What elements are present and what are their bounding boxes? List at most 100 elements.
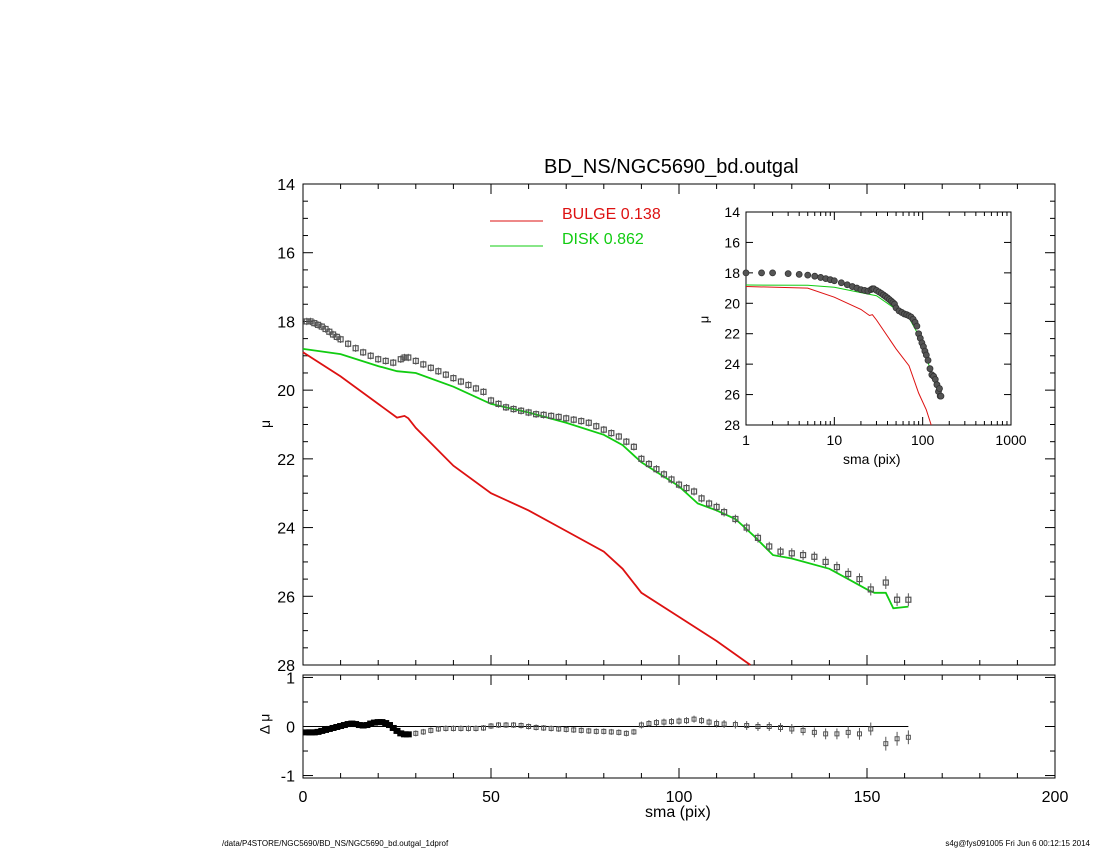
main-data-point (360, 349, 367, 356)
main-y-tick-label: 22 (277, 452, 295, 469)
inset-x-tick-label: 1 (742, 432, 750, 448)
main-data-point (653, 466, 660, 473)
main-data-point (882, 579, 889, 586)
main-data-point (645, 460, 653, 468)
inset-series-line-bulge (745, 286, 932, 426)
main-data-point (311, 320, 318, 327)
legend-disk-label: DISK 0.862 (562, 231, 644, 248)
main-data-point (867, 586, 874, 593)
inset-data-point (795, 270, 803, 278)
main-data-point (548, 412, 555, 420)
residual-point (608, 729, 614, 735)
residual-point (413, 730, 419, 736)
inset-plot-frame (745, 211, 1012, 426)
main-data-point (390, 359, 397, 366)
inset-y-tick-label: 22 (724, 326, 740, 342)
residual-point (571, 727, 577, 733)
residual-point (856, 731, 862, 737)
main-data-point (668, 476, 675, 483)
main-data-point (472, 385, 480, 392)
main-series-line-disk (302, 348, 909, 610)
residual-point (601, 728, 607, 734)
residual-point (503, 722, 509, 728)
residual-point (789, 726, 795, 732)
residual-x-tick-label: 0 (299, 789, 308, 806)
residual-point (533, 724, 539, 730)
residual-x-tick-label: 150 (854, 789, 881, 806)
inset-x-axis-label: sma (pix) (843, 451, 901, 467)
residual-y-tick-label: -1 (281, 769, 295, 786)
inset-data-point (936, 385, 943, 392)
residual-point (755, 724, 761, 729)
residual-point (638, 722, 644, 728)
residual-point (744, 723, 750, 729)
main-data-point (397, 356, 404, 363)
residual-point (684, 718, 690, 724)
main-data-point (788, 550, 795, 557)
residual-point (721, 721, 727, 727)
residual-point (420, 729, 426, 735)
residual-point (488, 723, 494, 729)
main-data-point (638, 455, 645, 462)
residual-point (465, 725, 471, 731)
residual-point (894, 736, 900, 742)
main-data-point (578, 417, 585, 425)
main-data-point (608, 429, 615, 437)
legend-bulge-label: BULGE 0.138 (562, 206, 661, 223)
residual-point (518, 723, 524, 729)
main-data-point (811, 553, 818, 560)
main-data-point (465, 381, 472, 389)
residual-y-tick-label: 1 (286, 670, 295, 687)
residual-point (714, 721, 720, 727)
inset-data-point (784, 270, 792, 278)
residual-point (563, 726, 569, 732)
main-data-point (303, 318, 310, 325)
inset-data-point (830, 277, 838, 285)
main-data-point (698, 495, 705, 502)
main-data-point (660, 471, 668, 478)
residual-point (480, 725, 486, 731)
residual-point (526, 724, 532, 729)
residual-x-tick-label: 50 (482, 789, 500, 806)
main-data-point (405, 354, 412, 361)
main-data-point (412, 357, 419, 365)
main-data-point (442, 371, 449, 378)
inset-y-tick-label: 18 (724, 265, 740, 281)
main-data-point (585, 419, 592, 426)
residual-point (732, 722, 738, 728)
main-data-point (517, 407, 525, 414)
main-y-tick-label: 20 (277, 383, 295, 400)
main-data-point (367, 352, 374, 359)
inset-data-point (758, 269, 765, 277)
residual-point (706, 719, 712, 725)
main-data-point (690, 488, 698, 495)
residual-point (676, 718, 682, 724)
main-data-point (593, 423, 600, 430)
inset-y-tick-label: 26 (724, 387, 740, 403)
main-data-point (502, 404, 510, 411)
inset-y-tick-label: 16 (724, 234, 740, 250)
residual-point (541, 725, 547, 731)
main-data-point (721, 509, 728, 516)
residual-point (845, 729, 851, 735)
inset-y-axis-label: μ (696, 315, 712, 324)
main-data-point (732, 515, 739, 523)
inset-data-point (924, 356, 932, 364)
residual-point (883, 741, 889, 747)
main-data-point (905, 596, 912, 603)
main-data-point (401, 354, 408, 361)
main-y-axis-label: μ (257, 419, 274, 429)
main-y-tick-label: 26 (277, 589, 295, 606)
residual-point (653, 720, 659, 726)
main-data-point (420, 361, 427, 368)
main-data-point (382, 357, 389, 365)
main-y-tick-label: 24 (277, 521, 295, 538)
residual-point (443, 725, 449, 731)
residual-point (435, 726, 441, 732)
residual-point (548, 725, 554, 731)
residual-point (661, 719, 667, 725)
residual-point (631, 729, 637, 735)
main-data-point (856, 576, 863, 583)
main-data-point (623, 438, 630, 445)
main-data-point (766, 543, 773, 550)
